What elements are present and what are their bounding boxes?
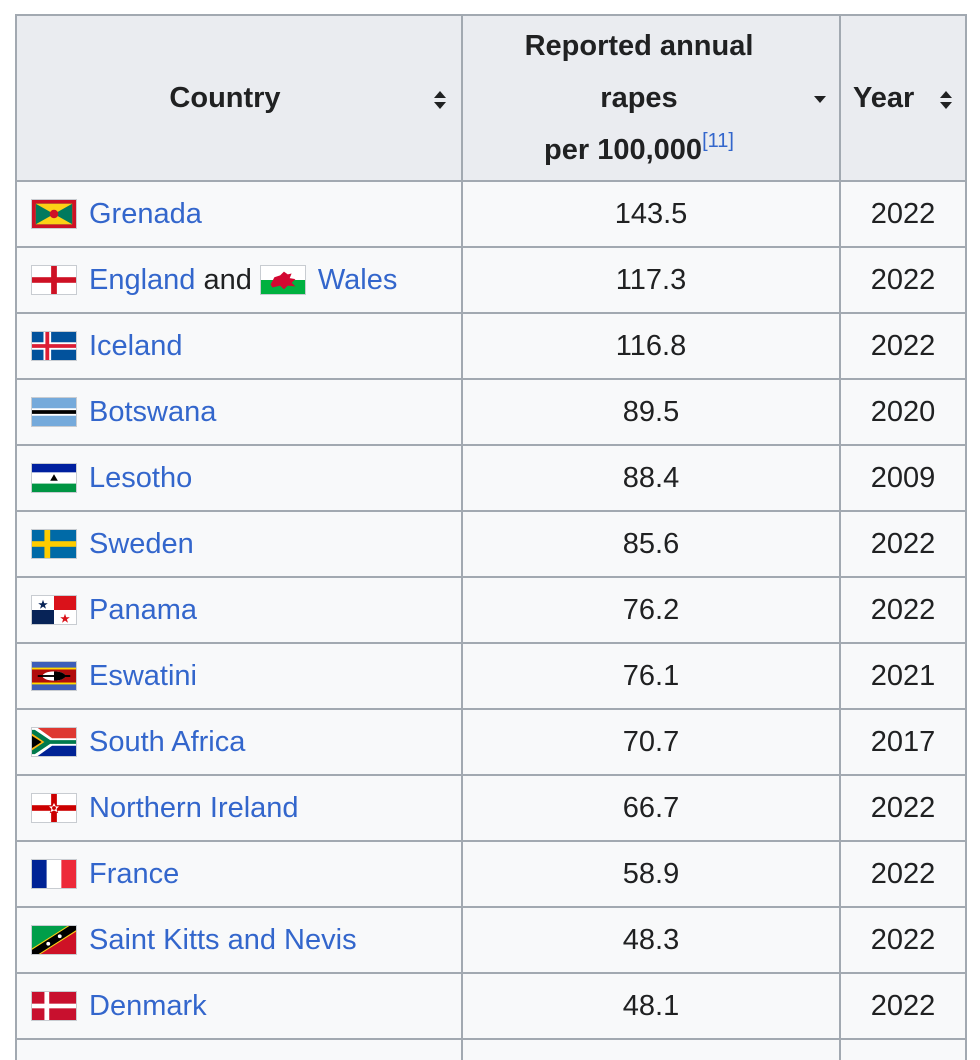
country-link[interactable]: Denmark <box>89 989 207 1022</box>
table-row: Panama 76.2 2022 <box>15 576 967 644</box>
country-cell: Northern Ireland <box>15 774 463 842</box>
country-link[interactable]: England <box>89 263 196 296</box>
saint-kitts-and-nevis-flag-icon <box>31 924 77 955</box>
country-header-label: Country <box>169 82 281 114</box>
year-cell: 2021 <box>839 642 967 710</box>
sort-both-icon[interactable] <box>433 90 447 110</box>
table-row: Lesotho 88.4 2009 <box>15 444 967 512</box>
table-row: Denmark 48.1 2022 <box>15 972 967 1040</box>
rapes-header-line2: rapes <box>600 82 678 114</box>
rate-cell: 66.7 <box>461 774 841 842</box>
year-cell: 2022 <box>839 312 967 380</box>
table-row: South Africa 70.7 2017 <box>15 708 967 776</box>
sort-descending-icon[interactable] <box>813 94 827 106</box>
south-africa-flag-icon <box>31 726 77 757</box>
country-link[interactable]: Panama <box>89 593 198 626</box>
sort-both-icon[interactable] <box>939 90 953 110</box>
table-row: France 58.9 2022 <box>15 840 967 908</box>
year-cell: 2022 <box>839 774 967 842</box>
year-cell: 2022 <box>839 576 967 644</box>
rate-cell: 143.5 <box>461 180 841 248</box>
year-cell: 2022 <box>839 840 967 908</box>
table-row: Sweden 85.6 2022 <box>15 510 967 578</box>
lesotho-flag-icon <box>31 462 77 493</box>
northern-ireland-flag-icon <box>31 792 77 823</box>
denmark-flag-icon <box>31 990 77 1021</box>
rate-cell: 117.3 <box>461 246 841 314</box>
rate-cell: 76.2 <box>461 576 841 644</box>
year-cell: 2017 <box>839 708 967 776</box>
reference-link[interactable]: [11] <box>702 130 734 152</box>
country-cell: Lesotho <box>15 444 463 512</box>
england-flag-icon <box>31 264 77 295</box>
country-cell: Denmark <box>15 972 463 1040</box>
rate-cell: 48.3 <box>461 906 841 974</box>
country-link[interactable]: Lesotho <box>89 461 193 494</box>
country-cell: Saint Kitts and Nevis <box>15 906 463 974</box>
country-cell: Grenada <box>15 180 463 248</box>
country-link[interactable]: Iceland <box>89 329 183 362</box>
country-cell: South Africa <box>15 708 463 776</box>
table-row: Iceland 116.8 2022 <box>15 312 967 380</box>
year-cell: 2022 <box>839 180 967 248</box>
rapes-header-line1: Reported annual <box>524 30 754 62</box>
year-header-label: Year <box>853 82 915 114</box>
column-header-rapes[interactable]: Reported annual rapes per 100,000[11] <box>461 14 841 182</box>
country-link[interactable]: South Africa <box>89 725 246 758</box>
year-cell: 2020 <box>839 378 967 446</box>
table-row: Grenada 143.5 2022 <box>15 180 967 248</box>
header-row: Country Reported annual rapes per 100,00… <box>15 14 967 182</box>
table-row: England and Wales 117.3 2022 <box>15 246 967 314</box>
eswatini-flag-icon <box>31 660 77 691</box>
table-row: Botswana 89.5 2020 <box>15 378 967 446</box>
country-link[interactable]: Botswana <box>89 395 217 428</box>
botswana-flag-icon <box>31 396 77 427</box>
rate-cell: 70.7 <box>461 708 841 776</box>
country-link[interactable]: Grenada <box>89 197 202 230</box>
year-cell: 2022 <box>839 906 967 974</box>
country-cell: Panama <box>15 576 463 644</box>
france-flag-icon <box>31 858 77 889</box>
year-cell: 2022 <box>839 972 967 1040</box>
rate-cell: 58.9 <box>461 840 841 908</box>
wales-flag-icon <box>259 264 306 295</box>
column-header-year[interactable]: Year <box>839 14 967 182</box>
rapes-header-line3: per 100,000 <box>544 134 703 166</box>
conjunction-text: and <box>203 263 252 296</box>
table-row: Northern Ireland 66.7 2022 <box>15 774 967 842</box>
rate-cell: 88.4 <box>461 444 841 512</box>
country-cell: Eswatini <box>15 642 463 710</box>
table-row: Eswatini 76.1 2021 <box>15 642 967 710</box>
panama-flag-icon <box>31 594 77 625</box>
country-link[interactable]: Saint Kitts and Nevis <box>89 923 357 956</box>
country-link[interactable]: Sweden <box>89 527 194 560</box>
rate-cell: 89.5 <box>461 378 841 446</box>
iceland-flag-icon <box>31 330 77 361</box>
sweden-flag-icon <box>31 528 77 559</box>
country-link[interactable]: France <box>89 857 180 890</box>
country-cell: France <box>15 840 463 908</box>
rape-statistics-table: Country Reported annual rapes per 100,00… <box>15 14 967 1060</box>
year-cell: 2022 <box>839 246 967 314</box>
rate-cell: 48.1 <box>461 972 841 1040</box>
country-cell: Botswana <box>15 378 463 446</box>
rate-cell: 85.6 <box>461 510 841 578</box>
rate-cell: 76.1 <box>461 642 841 710</box>
country-cell: Sweden <box>15 510 463 578</box>
rate-cell: 116.8 <box>461 312 841 380</box>
column-header-country[interactable]: Country <box>15 14 463 182</box>
country-link[interactable]: Wales <box>317 263 398 296</box>
country-cell: England and Wales <box>15 246 463 314</box>
grenada-flag-icon <box>31 198 77 229</box>
year-cell: 2009 <box>839 444 967 512</box>
table-row: Saint Kitts and Nevis 48.3 2022 <box>15 906 967 974</box>
country-link[interactable]: Eswatini <box>89 659 197 692</box>
country-cell: Iceland <box>15 312 463 380</box>
country-link[interactable]: Northern Ireland <box>89 791 299 824</box>
year-cell: 2022 <box>839 510 967 578</box>
